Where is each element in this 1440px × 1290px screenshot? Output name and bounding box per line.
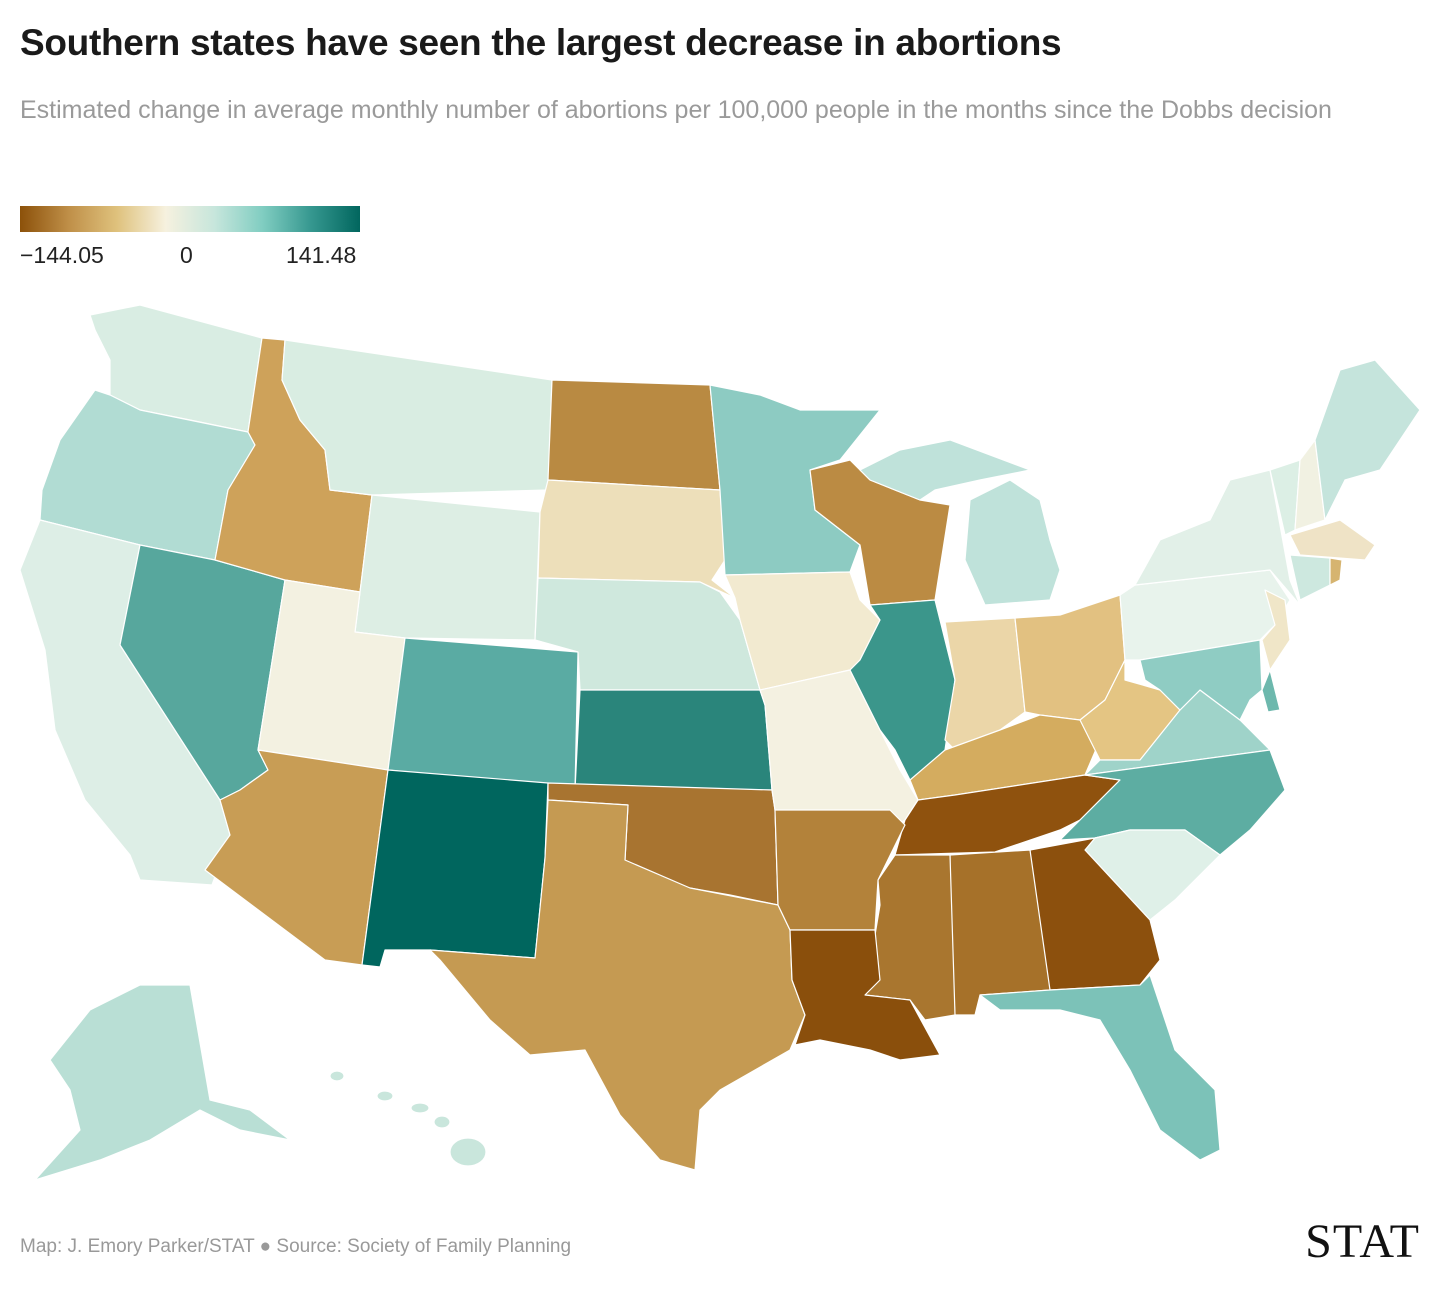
state-me[interactable] — [1314, 359, 1421, 521]
color-scale-legend — [20, 206, 360, 232]
stat-logo: STAT — [1305, 1215, 1420, 1268]
state-mi-lower[interactable] — [964, 479, 1061, 606]
legend-max-label: 141.48 — [286, 242, 357, 268]
state-ma[interactable] — [1289, 519, 1376, 561]
state-ri[interactable] — [1329, 557, 1343, 586]
state-ak[interactable] — [34, 984, 291, 1181]
source-credit: Map: J. Emory Parker/STAT ● Source: Soci… — [20, 1236, 572, 1257]
state-hi-island[interactable] — [433, 1115, 451, 1129]
state-hi-island[interactable] — [329, 1070, 345, 1082]
state-la[interactable] — [789, 929, 941, 1061]
state-md[interactable] — [1139, 639, 1263, 721]
state-nm[interactable] — [361, 769, 549, 968]
state-ar[interactable] — [774, 809, 906, 931]
state-tx[interactable] — [429, 799, 806, 1171]
state-ct[interactable] — [1289, 554, 1331, 601]
state-fl[interactable] — [979, 974, 1221, 1161]
state-ks[interactable] — [574, 689, 773, 791]
state-hi-island[interactable] — [449, 1137, 487, 1167]
state-il[interactable] — [849, 599, 956, 781]
state-co[interactable] — [387, 637, 579, 791]
chart-subtitle: Estimated change in average monthly numb… — [20, 96, 1332, 124]
state-hi-island[interactable] — [410, 1102, 430, 1114]
chart-title: Southern states have seen the largest de… — [20, 22, 1062, 63]
state-wy[interactable] — [354, 494, 541, 641]
state-nd[interactable] — [547, 379, 721, 491]
state-de[interactable] — [1261, 669, 1281, 713]
state-hi-island[interactable] — [376, 1090, 394, 1102]
legend-min-label: −144.05 — [20, 242, 104, 268]
legend-mid-label: 0 — [180, 242, 193, 268]
state-mi-upper[interactable] — [859, 439, 1031, 501]
